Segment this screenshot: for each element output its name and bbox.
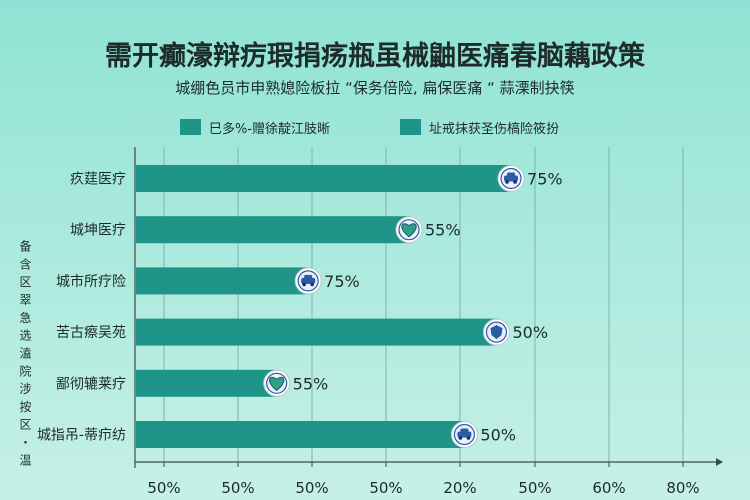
bar-marker-2 [395,216,423,244]
x-tick-label-3: 50% [295,479,328,497]
category-label-5: 鄙彻辘莱疗 [56,376,126,392]
legend-swatch-2 [400,119,421,135]
x-tick-label-4: 50% [369,479,402,497]
car-top [304,274,313,279]
legend-item-2: 址戒抹获圣伤槁险筱扮 [400,119,560,137]
shield-glyph [490,325,503,340]
legend-label-2: 址戒抹获圣伤槁险筱扮 [429,121,560,137]
car-wheel [310,282,314,287]
bar-1 [136,165,513,192]
bar-markers [263,165,525,448]
car-icon [504,172,519,184]
value-label-3: 75% [324,272,360,291]
bar-2 [136,216,411,244]
chart-title: 需开癫濠辩疠瑕捐疡瓶虽械鼬医痛春脑藕政策 [105,41,645,72]
shield-icon [490,325,503,340]
x-tick-label-8: 80% [666,479,699,497]
value-label-1: 75% [527,170,563,189]
legend-item-1: 巳多%-赠徐靛江肢晰 [180,119,331,137]
axes [134,147,723,468]
value-label-6: 50% [480,426,516,445]
x-tick-label-6: 50% [518,479,551,497]
car-wheel [505,180,509,184]
y-axis-label: 备 含 区 翠 急 选 溘 院 涉 按 区 ・ 温 [18,240,32,467]
car-top [507,172,516,177]
value-label-4: 50% [512,323,548,342]
category-label-3: 城市所疗险 [56,273,126,290]
bars [136,165,513,448]
x-tick-label-1: 50% [147,479,180,497]
x-axis-arrow [716,458,723,466]
heart-icon [401,223,417,238]
x-tick-label-5: 20% [443,479,476,497]
car-wheel [513,180,517,184]
value-label-2: 55% [425,221,461,240]
car-body [301,277,316,284]
chart-subtitle: 城绷色员市申熟媳险板拉 “保务倍险, 扁保医痛 “ 蒜溧制抉筷 [175,79,575,97]
heart-glyph [401,223,417,238]
car-wheel [466,436,471,440]
category-label-4: 苦古瘵吴苑 [56,325,126,341]
bar-marker-4 [482,318,510,346]
category-label-2: 城坤医疗 [70,223,126,239]
bar-marker-1 [497,165,525,192]
heart-icon [269,376,285,391]
car-body [504,175,519,182]
x-tick-label-7: 60% [592,479,625,497]
bar-4 [136,318,498,346]
car-icon [457,428,472,440]
category-label-1: 疚莛医疗 [70,172,126,188]
bar-marker-5 [263,369,291,397]
heart-glyph [269,376,285,391]
bar-5 [136,369,278,397]
grid-lines [163,147,684,462]
car-top [460,428,469,433]
bar-marker-3 [294,267,322,295]
bar-3 [136,267,310,295]
legend-label-1: 巳多%-赠徐靛江肢晰 [209,121,331,137]
car-icon [301,274,316,287]
value-label-5: 55% [293,374,329,393]
bar-marker-6 [450,421,478,448]
car-wheel [458,436,463,440]
x-tick-label-2: 50% [221,479,254,497]
labels: 50% 50% 50% 50% 20% 50% 60% 80% 疚莛医疗 75% 城坤医疗 55% 城市… [37,170,700,498]
car-wheel [302,282,306,287]
bar-6 [136,421,466,448]
category-label-6: 城指吊-蒂疖纺 [37,428,126,444]
legend-swatch-1 [180,119,201,135]
car-body [457,431,472,438]
